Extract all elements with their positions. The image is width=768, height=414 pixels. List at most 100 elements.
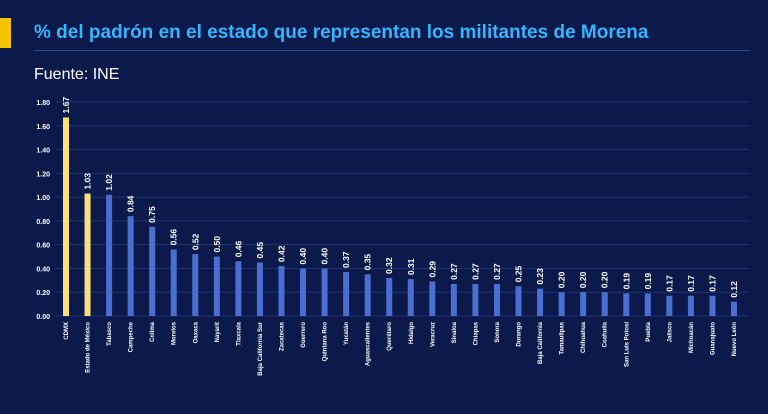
- bar: [601, 292, 608, 316]
- x-tick-label: Michoacán: [689, 322, 695, 353]
- data-label: 1.67: [61, 97, 71, 114]
- y-tick-label: 1.00: [36, 195, 50, 202]
- bar: [515, 286, 522, 316]
- data-label: 0.40: [320, 248, 330, 265]
- data-label: 0.27: [449, 263, 459, 280]
- bar: [580, 292, 587, 316]
- data-label: 0.29: [427, 261, 437, 278]
- x-tick-label: Coahuila: [603, 321, 609, 347]
- x-tick-label: Puebla: [646, 321, 652, 341]
- bar: [106, 194, 113, 316]
- bar: [256, 262, 263, 316]
- y-tick-label: 0.60: [36, 243, 50, 250]
- data-label: 0.35: [363, 254, 373, 271]
- bar: [84, 193, 91, 316]
- x-tick-label: Tamaulipas: [560, 321, 566, 354]
- bar: [321, 268, 328, 316]
- x-tick-label: San Luis Potosí: [624, 322, 630, 367]
- data-label: 0.40: [298, 248, 308, 265]
- y-tick-label: 1.20: [36, 171, 50, 178]
- bar: [407, 279, 414, 316]
- chart-title: % del padrón en el estado que representa…: [34, 22, 649, 43]
- x-tick-label: Colima: [150, 321, 156, 342]
- bar: [450, 283, 457, 316]
- bar: [386, 277, 393, 316]
- data-label: 1.03: [83, 173, 93, 190]
- bar: [213, 256, 220, 316]
- x-tick-label: Tabasco: [107, 322, 113, 346]
- x-tick-label: Sonora: [495, 321, 501, 342]
- data-label: 0.23: [535, 268, 545, 285]
- y-tick-label: 1.40: [36, 148, 50, 155]
- data-label: 0.42: [276, 245, 286, 262]
- bar: [537, 288, 544, 316]
- bar: [170, 249, 177, 316]
- x-tick-label: Guanajuato: [710, 322, 716, 355]
- data-label: 0.37: [341, 251, 351, 268]
- data-label: 0.20: [600, 271, 610, 288]
- title-divider: [34, 50, 750, 51]
- data-label: 0.25: [514, 265, 524, 282]
- bar: [63, 117, 69, 316]
- data-label: 0.27: [470, 263, 480, 280]
- x-tick-label: Quintana Roo: [323, 322, 329, 362]
- data-label: 1.02: [104, 174, 114, 191]
- x-tick-label: Baja California Sur: [258, 321, 264, 375]
- x-tick-label: Campeche: [129, 321, 135, 352]
- data-label: 0.19: [621, 273, 631, 290]
- bar: [644, 293, 651, 316]
- bar: [623, 293, 630, 316]
- bar: [687, 295, 694, 316]
- x-tick-label: Querétaro: [387, 322, 393, 351]
- bar: [558, 292, 565, 316]
- bar: [278, 266, 285, 316]
- bar: [493, 283, 500, 316]
- y-tick-label: 1.80: [36, 100, 50, 107]
- bar: [343, 272, 350, 316]
- data-label: 0.75: [147, 206, 157, 223]
- data-label: 0.31: [406, 258, 416, 275]
- x-tick-label: Nayarit: [215, 322, 221, 342]
- x-tick-label: Sinaloa: [452, 321, 458, 343]
- data-label: 0.27: [492, 263, 502, 280]
- data-label: 0.45: [255, 242, 265, 259]
- source-note: Fuente: INE: [34, 66, 120, 83]
- bar: [300, 268, 307, 316]
- bar: [429, 281, 436, 316]
- y-tick-label: 1.60: [36, 124, 50, 131]
- x-tick-label: Chihuahua: [581, 321, 587, 353]
- x-tick-label: Tlaxcala: [236, 321, 242, 345]
- data-label: 0.17: [707, 275, 717, 292]
- y-tick-label: 0.00: [36, 314, 50, 321]
- x-tick-label: Estado de México: [86, 322, 92, 373]
- data-label: 0.20: [557, 271, 567, 288]
- y-tick-label: 0.40: [36, 266, 50, 273]
- title-accent-bar: [0, 18, 11, 48]
- bar: [472, 283, 479, 316]
- data-label: 0.17: [664, 275, 674, 292]
- bar: [235, 261, 242, 316]
- x-tick-label: CDMX: [64, 322, 70, 340]
- data-label: 0.50: [212, 236, 222, 253]
- x-tick-label: Chiapas: [473, 321, 479, 345]
- y-tick-label: 0.80: [36, 219, 50, 226]
- x-tick-label: Zacatecas: [279, 321, 285, 351]
- bar: [127, 216, 134, 316]
- data-label: 0.56: [169, 229, 179, 246]
- x-tick-label: Hidalgo: [409, 322, 415, 344]
- x-tick-label: Guerrero: [301, 322, 307, 348]
- bar: [666, 295, 673, 316]
- x-tick-label: Nuevo León: [732, 322, 738, 357]
- x-tick-label: Jalisco: [667, 322, 673, 343]
- data-label: 0.52: [190, 233, 200, 250]
- data-label: 0.19: [643, 273, 653, 290]
- x-tick-label: Veracruz: [430, 322, 436, 347]
- x-tick-label: Durango: [517, 322, 523, 347]
- data-label: 0.20: [578, 271, 588, 288]
- bar: [192, 254, 199, 316]
- data-label: 0.17: [686, 275, 696, 292]
- data-label: 0.84: [126, 195, 136, 212]
- x-tick-label: Morelos: [172, 321, 178, 345]
- y-tick-label: 0.20: [36, 290, 50, 297]
